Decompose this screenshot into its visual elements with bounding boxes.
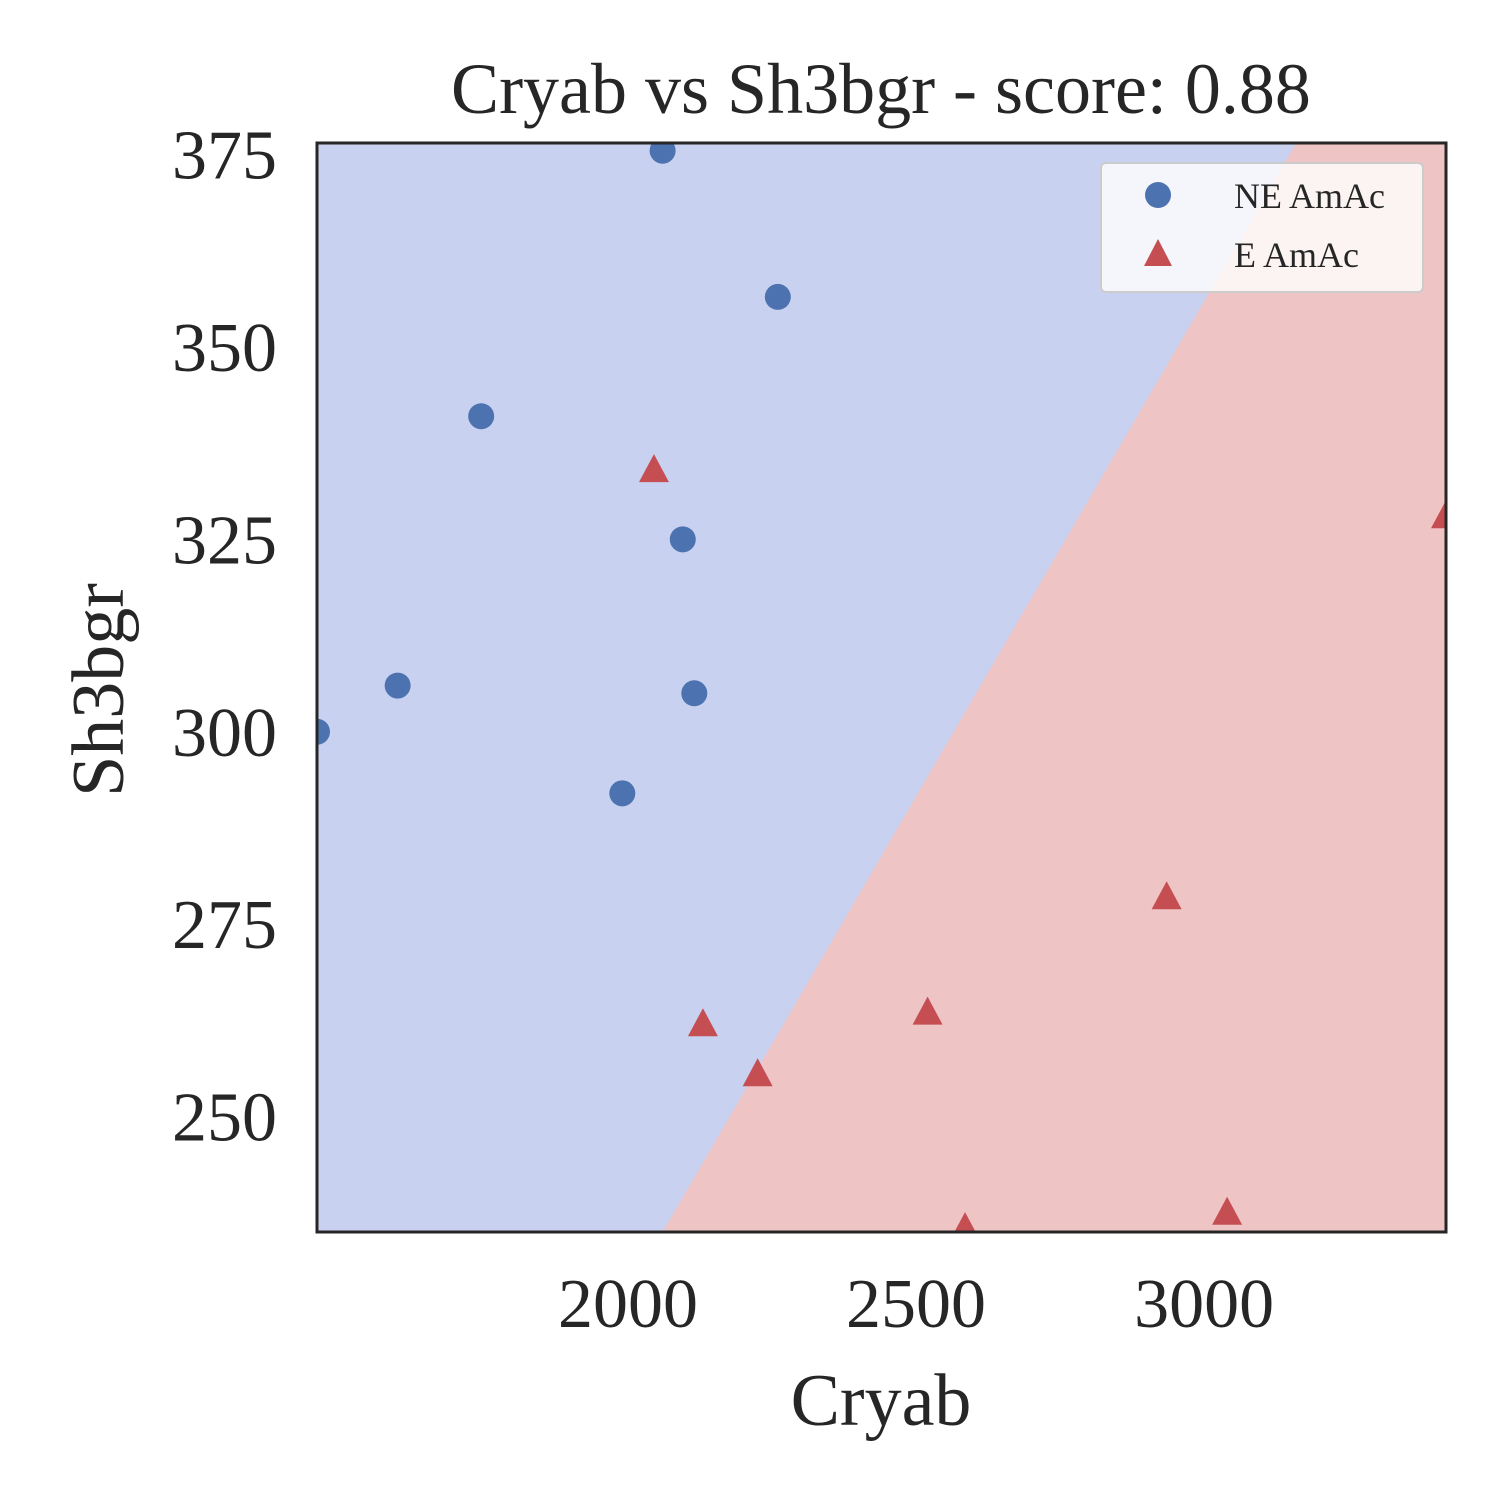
y-tick-label-275: 275: [172, 887, 277, 964]
legend-box: [1100, 162, 1424, 293]
legend-marker-ne-amac: [1145, 182, 1171, 208]
ne-amac-point-5: [681, 680, 708, 707]
legend-label-e-amac: E AmAc: [1234, 235, 1359, 275]
y-tick-label-250: 250: [172, 1080, 277, 1157]
legend: NE AmAc E AmAc: [1100, 162, 1424, 293]
decision-regions: [317, 143, 1446, 1232]
x-tick-label-2500: 2500: [846, 1266, 986, 1343]
ne-amac-point-6: [317, 718, 330, 745]
x-axis-label: Cryab: [791, 1360, 972, 1442]
y-tick-label-300: 300: [172, 695, 277, 772]
plot-frame: [315, 141, 1448, 1234]
ne-amac-point-1: [764, 283, 791, 310]
ne-amac-point-0: [649, 143, 676, 164]
e-amac-point-2: [742, 1058, 773, 1087]
chart-title: Cryab vs Sh3bgr - score: 0.88: [451, 49, 1311, 129]
ne-amac-point-2: [468, 403, 495, 430]
y-tick-label-375: 375: [172, 118, 277, 195]
e-amac-point-3: [912, 996, 943, 1025]
ne-amac-point-7: [609, 780, 636, 807]
x-axis-ticks: 2000 2500 3000: [558, 1266, 1274, 1343]
e-amac-point-5: [1151, 881, 1182, 910]
e-amac-point-1: [687, 1008, 718, 1037]
data-points: [317, 143, 1446, 1232]
y-axis-ticks: 250 275 300 325 350 375: [172, 118, 277, 1157]
e-amac-point-0: [638, 454, 669, 483]
ne-amac-point-4: [384, 672, 411, 699]
x-tick-label-2000: 2000: [558, 1266, 698, 1343]
y-tick-label-350: 350: [172, 310, 277, 387]
y-axis-label: Sh3bgr: [58, 583, 140, 797]
e-amac-point-4: [954, 1212, 976, 1232]
e-amac-region: [662, 143, 1446, 1232]
legend-label-ne-amac: NE AmAc: [1234, 176, 1385, 216]
e-amac-point-7: [1431, 500, 1446, 529]
legend-marker-e-amac: [1144, 239, 1172, 266]
y-tick-label-325: 325: [172, 502, 277, 579]
e-amac-point-6: [1212, 1196, 1243, 1225]
x-tick-label-3000: 3000: [1134, 1266, 1274, 1343]
ne-amac-point-3: [669, 526, 696, 553]
